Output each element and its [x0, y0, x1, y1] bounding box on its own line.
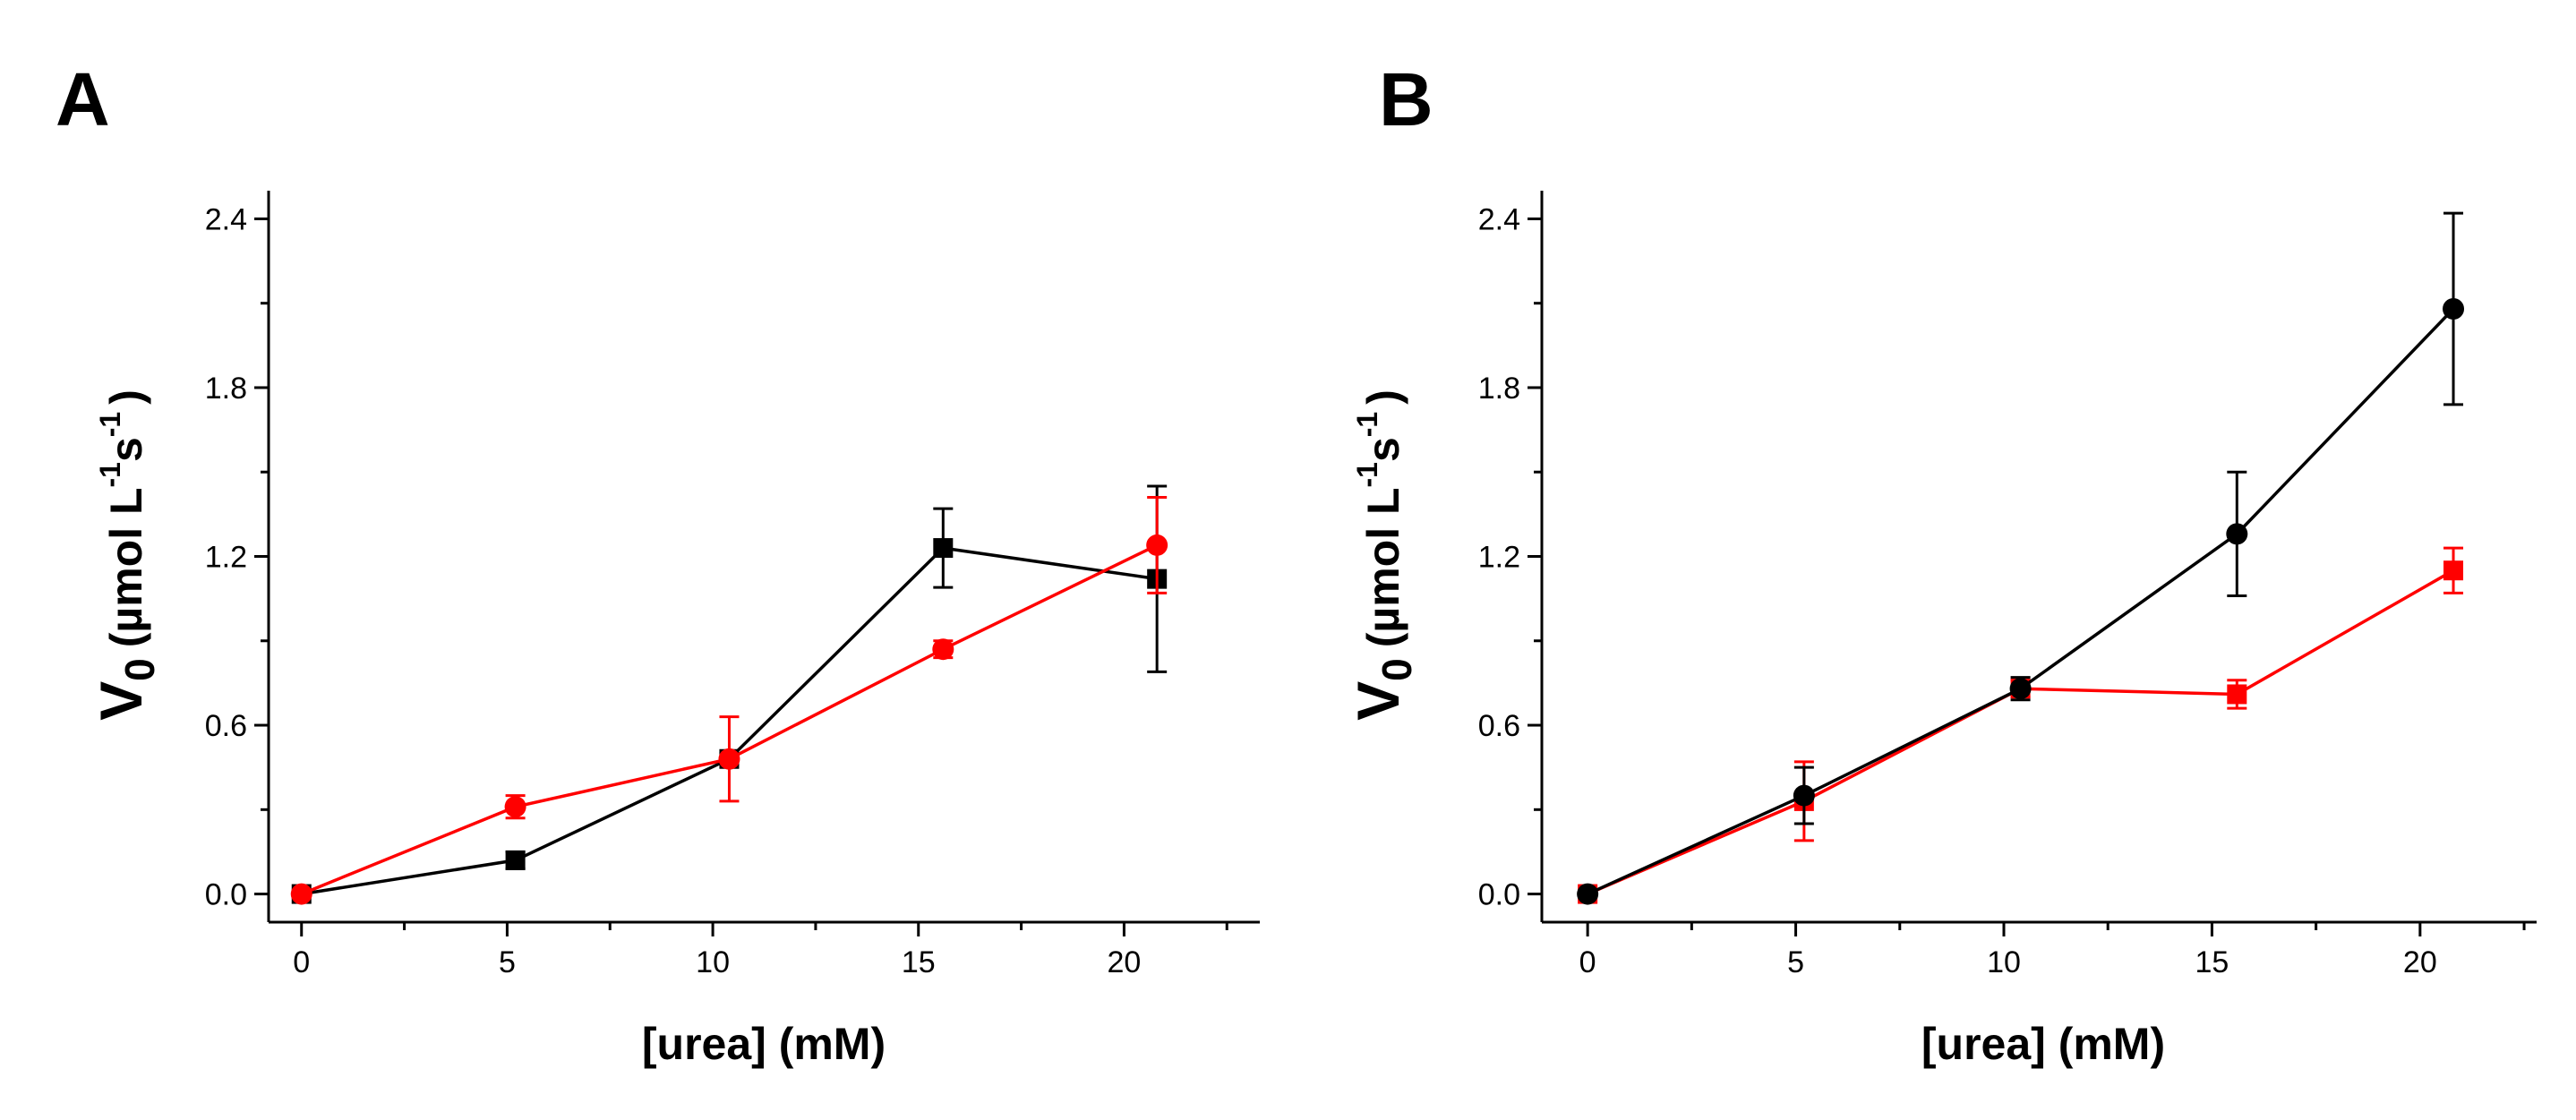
x-tick-label: 15	[902, 945, 936, 979]
panel-a-label: A	[56, 57, 110, 141]
x-tick-label: 5	[1787, 945, 1804, 979]
y-title-superscript-2: -1	[1351, 412, 1383, 437]
y-title-units-mid: s	[101, 437, 151, 462]
data-point	[504, 796, 526, 818]
panel-a: A 0 5 10 15 200.00.61.21.82.4 [urea] (mM) V0…	[56, 57, 1260, 1069]
y-title-superscript-1: -1	[94, 462, 126, 487]
series-red	[1578, 546, 2464, 904]
y-title-close: )	[1358, 389, 1408, 405]
x-tick-label: 20	[1108, 945, 1142, 979]
y-title-units: (µmol L	[101, 487, 151, 647]
series-line	[1587, 307, 2455, 896]
panel-b-x-axis-title: [urea] (mM)	[1921, 1019, 2165, 1069]
y-title-main: V	[1345, 681, 1411, 721]
y-tick-label: 0.0	[1478, 878, 1520, 912]
panel-b-y-axis-title: V0(µmol L-1s-1)	[1345, 389, 1420, 721]
x-tick-label: 10	[696, 945, 730, 979]
y-title-units: (µmol L	[1358, 487, 1408, 647]
x-tick-label: 0	[293, 945, 310, 979]
y-tick-label: 1.8	[1478, 372, 1520, 406]
y-title-close: )	[101, 389, 151, 405]
y-tick-label: 1.8	[205, 372, 247, 406]
data-point	[932, 638, 954, 661]
data-point	[718, 748, 740, 770]
svg-text:V0(µmol L-1s-1): V0(µmol L-1s-1)	[88, 389, 163, 721]
series-black	[1577, 211, 2465, 905]
data-point	[1793, 784, 1815, 807]
panel-a-series	[290, 484, 1168, 905]
y-tick-label: 1.2	[205, 541, 247, 575]
data-point	[2443, 297, 2465, 320]
y-tick-label: 0.0	[205, 878, 247, 912]
y-tick-label: 2.4	[205, 202, 247, 236]
y-tick-label: 0.6	[205, 709, 247, 743]
x-tick-label: 0	[1579, 945, 1596, 979]
panel-a-y-axis-title: V0(µmol L-1s-1)	[88, 389, 163, 721]
x-tick-label: 5	[499, 945, 516, 979]
y-title-superscript-1: -1	[1351, 462, 1383, 487]
y-title-subscript: 0	[116, 658, 163, 681]
panel-b-series	[1577, 211, 2465, 905]
data-point	[2443, 560, 2464, 581]
y-tick-label: 0.6	[1478, 709, 1520, 743]
data-point	[933, 538, 954, 559]
data-point	[1577, 883, 1599, 905]
y-title-units-mid: s	[1358, 437, 1408, 462]
data-point	[290, 883, 312, 905]
x-tick-label: 10	[1987, 945, 2021, 979]
svg-text:V0(µmol L-1s-1): V0(µmol L-1s-1)	[1345, 389, 1420, 721]
data-point	[2226, 523, 2248, 545]
panel-b-ticks: 0 5 10 15 20 0.0 0.6 1.2 1.8 2.4	[1478, 202, 2526, 979]
panel-b: B 0 5 10 15 200.00.61.21.82.4 [urea] (mM) V0…	[1345, 57, 2537, 1069]
y-title-superscript-2: -1	[94, 412, 126, 437]
panel-a-ticks: 0 5 10 15 20 0.0 0.6 1.2 1.8 2.4	[205, 202, 1228, 979]
data-point	[505, 850, 526, 870]
y-title-subscript: 0	[1374, 658, 1420, 681]
data-point	[2227, 684, 2247, 705]
x-tick-label: 15	[2195, 945, 2229, 979]
y-title-main: V	[88, 681, 154, 721]
panel-a-x-axis-title: [urea] (mM)	[642, 1019, 886, 1069]
y-tick-label: 2.4	[1478, 202, 1520, 236]
data-point	[2009, 678, 2032, 700]
y-tick-label: 1.2	[1478, 541, 1520, 575]
series-red	[290, 496, 1168, 905]
series-line	[1587, 569, 2454, 896]
panel-b-label: B	[1379, 57, 1433, 141]
x-tick-label: 20	[2403, 945, 2437, 979]
data-point	[1146, 534, 1168, 556]
series-black	[291, 484, 1168, 904]
